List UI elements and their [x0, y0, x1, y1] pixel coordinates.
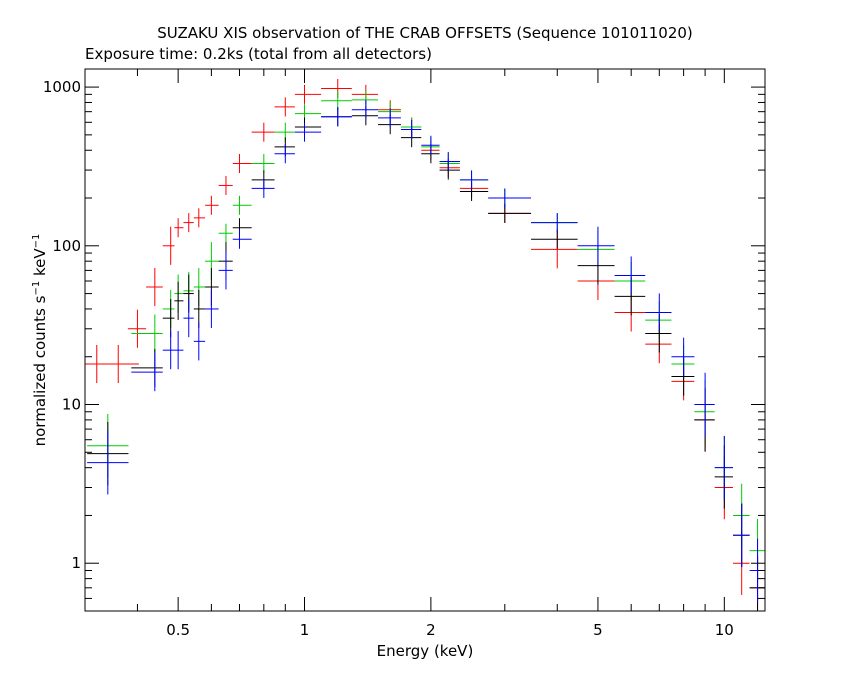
- ticks-layer: 0.5 1 2 5 10 1 10 100 1000: [43, 69, 765, 639]
- x-axis-label: Energy (keV): [377, 642, 474, 660]
- y-tick-label: 10: [62, 396, 81, 414]
- plot-frame: [84, 68, 766, 612]
- y-axis-label-mid: keV: [31, 248, 49, 281]
- y-axis-label-main: normalized counts s: [31, 295, 49, 446]
- y-tick-label: 1: [71, 554, 81, 572]
- x-tick-label: 10: [715, 621, 734, 639]
- x-tick-label: 0.5: [166, 621, 190, 639]
- spectrum-series-0: [85, 78, 765, 611]
- chart-title: SUZAKU XIS observation of THE CRAB OFFSE…: [157, 24, 693, 42]
- spectrum-series-2: [87, 106, 765, 611]
- y-axis-label-exp2: −1: [31, 234, 42, 249]
- x-tick-label: 1: [300, 621, 310, 639]
- y-axis-label-exp1: −1: [31, 281, 42, 296]
- y-tick-label: 1000: [43, 78, 81, 96]
- y-tick-label: 100: [52, 237, 81, 255]
- x-tick-label: 2: [426, 621, 436, 639]
- series-layer: [85, 78, 765, 611]
- spectrum-series-3: [87, 100, 765, 603]
- chart-subtitle: Exposure time: 0.2ks (total from all det…: [85, 45, 432, 63]
- x-tick-label: 5: [593, 621, 603, 639]
- y-axis-label: normalized counts s−1 keV−1: [31, 234, 49, 447]
